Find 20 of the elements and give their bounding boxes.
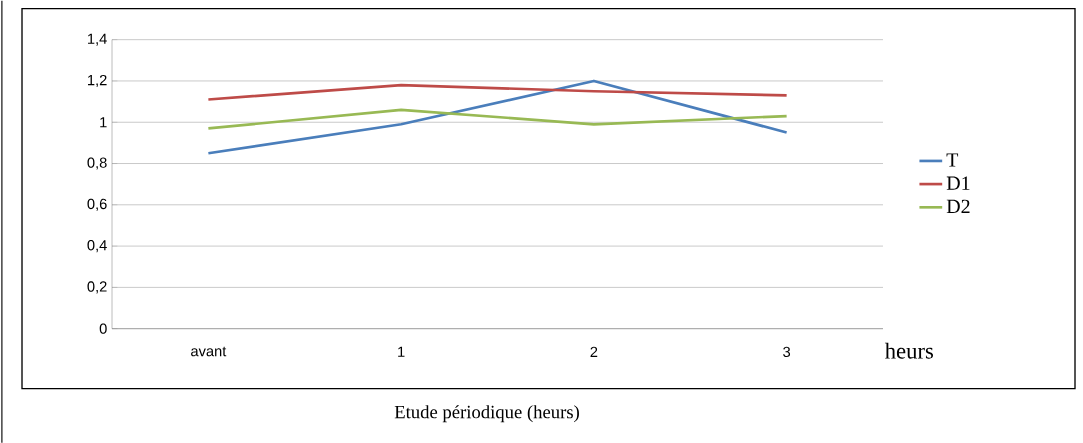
x-tick-label: avant <box>191 346 227 357</box>
text: heurs <box>884 342 933 359</box>
y-tick-label: 0,6 <box>87 198 107 211</box>
x-tick-label: 3 <box>783 346 791 357</box>
y-tick-label: 0,2 <box>87 281 107 294</box>
y-tick-label: 1,2 <box>88 74 107 87</box>
x-tick-label: 1 <box>398 346 405 357</box>
legend-label: T <box>946 153 959 167</box>
y-tick-label: 0,8 <box>87 157 107 170</box>
line-series <box>207 108 788 130</box>
line-series <box>207 79 788 155</box>
legend-label: D2 <box>946 199 970 213</box>
y-tick-label: 1 <box>100 117 107 128</box>
y-tick-label: 0,4 <box>87 239 107 252</box>
legend-label: D1 <box>946 176 970 190</box>
x-axis-title: Etude périodique (heurs) <box>394 405 579 422</box>
line-series <box>207 83 788 101</box>
y-tick-label: 0 <box>99 323 107 334</box>
y-tick-label: 1,4 <box>88 33 107 46</box>
x-tick-label: 2 <box>590 346 598 357</box>
